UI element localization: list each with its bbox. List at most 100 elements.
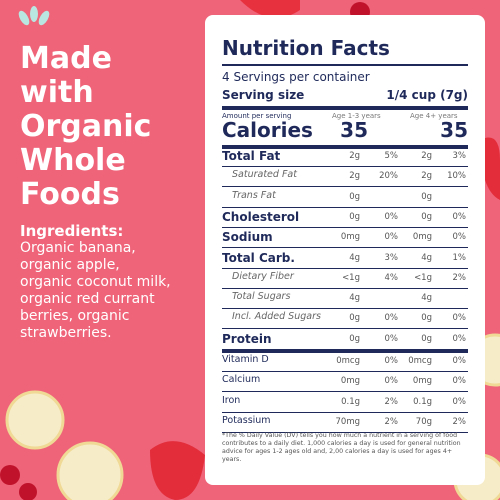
banana-slice bbox=[56, 441, 124, 500]
nutrient-value: 0mcg bbox=[408, 356, 432, 366]
nutrient-value: 3% bbox=[384, 252, 399, 263]
ingredients-text: organic apple, bbox=[20, 257, 120, 273]
ingredients-text: strawberries. bbox=[20, 325, 112, 341]
footnote: *The % Daily Value (DV) tells you how mu… bbox=[222, 432, 461, 463]
rule bbox=[222, 287, 468, 289]
nutrient-value: 2g bbox=[421, 171, 432, 182]
rule bbox=[222, 391, 468, 392]
strawberry bbox=[150, 441, 205, 500]
nutrient-name: Total Carb. bbox=[222, 250, 295, 265]
nutrient-value: 0% bbox=[384, 211, 399, 222]
title: Nutrition Facts bbox=[222, 36, 390, 60]
strawberry bbox=[480, 137, 500, 200]
rule bbox=[222, 145, 468, 149]
rule bbox=[222, 267, 468, 269]
nutrient-value: 1% bbox=[452, 252, 467, 263]
nutrition-panel bbox=[205, 15, 485, 485]
nutrient-value: 0% bbox=[384, 333, 399, 344]
rule bbox=[222, 348, 468, 353]
nutrient-value: <1g bbox=[342, 272, 360, 283]
nutrient-value: 20% bbox=[379, 171, 398, 182]
serving-size: 1/4 cup (7g) bbox=[386, 88, 468, 102]
rule bbox=[222, 247, 468, 248]
nutrient-value: 10% bbox=[447, 171, 466, 182]
nutrient-value: 0% bbox=[452, 333, 467, 344]
nutrient-name: Total Fat bbox=[222, 149, 281, 163]
nutrient-name: Potassium bbox=[222, 414, 271, 426]
nutrient-value: 2% bbox=[384, 396, 399, 407]
nutrient-value: 4g bbox=[421, 293, 432, 304]
nutrient-value: 0% bbox=[384, 356, 399, 366]
calories-value: 35 bbox=[440, 118, 468, 142]
nutrient-value: 0g bbox=[421, 211, 432, 222]
nutrient-name: Vitamin D bbox=[222, 354, 269, 365]
nutrient-value: 0g bbox=[421, 191, 432, 202]
headline: Organic bbox=[20, 109, 152, 144]
nutrient-value: 2g bbox=[349, 151, 360, 161]
nutrient-name: Dietary Fiber bbox=[232, 270, 294, 282]
strawberry bbox=[240, 0, 300, 18]
rule bbox=[222, 64, 468, 66]
rule bbox=[222, 328, 468, 329]
nutrient-name: Sodium bbox=[222, 230, 273, 245]
nutrient-value: 0mg bbox=[412, 376, 432, 387]
nutrient-name: Total Sugars bbox=[232, 291, 291, 303]
amount-label: Amount per serving bbox=[222, 112, 292, 120]
ingredients-text: Organic banana, bbox=[20, 240, 136, 256]
nutrient-value: 2% bbox=[452, 416, 467, 427]
column-header: Age 4+ years bbox=[410, 112, 458, 120]
nutrient-value: 0mg bbox=[412, 232, 432, 243]
nutrient-value: 5% bbox=[384, 151, 399, 161]
nutrient-value: 0% bbox=[452, 313, 467, 324]
nutrient-value: 70mg bbox=[335, 416, 361, 427]
nutrient-value: 0g bbox=[421, 333, 432, 344]
nutrient-value: 70g bbox=[415, 416, 432, 427]
nutrient-name: Protein bbox=[222, 331, 272, 346]
rule bbox=[222, 186, 468, 187]
nutrient-value: 0.1g bbox=[413, 396, 432, 407]
rule bbox=[222, 206, 468, 208]
nutrient-value: 2% bbox=[452, 272, 467, 283]
calories-value: 35 bbox=[340, 118, 368, 142]
nutrient-name: Trans Fat bbox=[232, 189, 276, 201]
nutrient-name: Incl. Added Sugars bbox=[232, 311, 321, 323]
nutrient-value: <1g bbox=[414, 272, 432, 283]
nutrient-value: 2g bbox=[349, 171, 360, 182]
nutrient-name: Calcium bbox=[222, 374, 261, 386]
ingredients-text: organic red currant bbox=[20, 291, 155, 307]
rule bbox=[222, 106, 468, 110]
rule bbox=[222, 226, 468, 228]
ingredients-text: berries, organic bbox=[20, 308, 130, 324]
nutrient-value: 0g bbox=[349, 333, 360, 344]
nutrient-value: 0% bbox=[452, 232, 467, 243]
nutrient-value: 0.1g bbox=[341, 396, 360, 407]
calories-label: Calories bbox=[222, 118, 313, 142]
nutrient-value: 0% bbox=[452, 356, 467, 366]
nutrient-name: Iron bbox=[222, 394, 241, 406]
column-header: Age 1-3 years bbox=[332, 112, 381, 120]
nutrient-value: 0g bbox=[421, 313, 432, 324]
headline: Foods bbox=[20, 177, 120, 212]
nutrient-value: 0mg bbox=[340, 232, 360, 243]
rule bbox=[222, 431, 468, 433]
nutrient-value: 2g bbox=[421, 151, 432, 161]
servings: 4 Servings per container bbox=[222, 70, 370, 84]
nutrient-value: 0g bbox=[349, 313, 360, 324]
banana-slice bbox=[5, 390, 65, 450]
rule bbox=[222, 371, 468, 372]
nutrient-value: 0% bbox=[384, 376, 399, 387]
nutrient-value: 4g bbox=[349, 252, 360, 263]
nutrient-value: 4g bbox=[349, 293, 360, 304]
nutrient-value: 0% bbox=[452, 376, 467, 387]
nutrient-value: 0mcg bbox=[336, 356, 360, 366]
ingredients-text: organic coconut milk, bbox=[20, 274, 171, 290]
rule bbox=[222, 308, 468, 309]
headline: Whole bbox=[20, 143, 126, 178]
nutrient-name: Cholesterol bbox=[222, 209, 300, 224]
headline: with bbox=[20, 75, 94, 110]
currant bbox=[0, 465, 20, 485]
ingredients-label: Ingredients: bbox=[20, 222, 124, 240]
currant bbox=[19, 483, 37, 500]
nutrient-value: 0g bbox=[349, 211, 360, 222]
